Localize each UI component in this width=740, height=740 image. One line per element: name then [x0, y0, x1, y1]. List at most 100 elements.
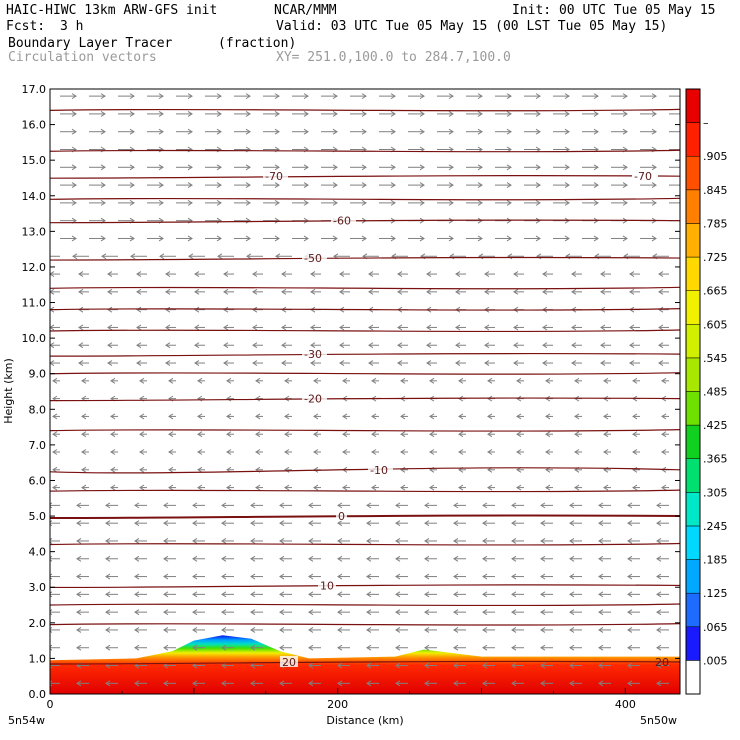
vector-arrowhead — [627, 573, 633, 580]
vector-arrowhead — [627, 644, 633, 651]
vector-arrowhead — [217, 253, 223, 260]
vector-arrowhead — [76, 538, 82, 544]
vector-arrowhead — [279, 627, 285, 633]
vector-arrowhead — [424, 555, 430, 562]
vector-arrowhead — [187, 235, 193, 242]
vector-arrowhead — [455, 288, 461, 295]
vector-arrowhead — [368, 360, 374, 366]
vector-arrowhead — [308, 502, 314, 509]
vector-arrowhead — [216, 164, 222, 171]
vector-arrowhead — [223, 306, 229, 313]
vector-arrowhead — [250, 555, 256, 562]
vector-arrowhead — [397, 288, 403, 295]
vector-arrowhead — [313, 413, 319, 420]
vector-arrowhead — [72, 253, 78, 260]
vector-arrowhead — [110, 431, 116, 438]
vector-arrowhead — [308, 609, 314, 616]
vector-arrowhead — [337, 680, 343, 687]
vector-arrowhead — [197, 377, 203, 384]
vector-arrowhead — [76, 573, 82, 580]
vector-arrowhead — [226, 413, 232, 420]
vector-arrowhead — [390, 93, 396, 100]
vector-arrowhead — [332, 110, 338, 117]
vector-arrowhead — [390, 235, 396, 242]
colorbar-swatch — [685, 189, 701, 224]
vector-arrowhead — [129, 110, 135, 117]
vector-arrowhead — [506, 182, 512, 189]
vector-arrowhead — [484, 360, 490, 366]
vector-arrowhead — [424, 520, 430, 527]
vector-arrowhead — [458, 484, 464, 491]
vector-arrowhead — [564, 128, 570, 135]
vector-arrowhead — [223, 288, 229, 295]
vector-arrowhead — [100, 199, 106, 206]
vector-arrowhead — [593, 110, 599, 117]
vector-arrowhead — [337, 502, 343, 509]
vector-arrowhead — [332, 93, 338, 100]
vector-arrowhead — [511, 502, 517, 509]
vector-arrowhead — [105, 591, 111, 598]
vector-arrowhead — [545, 413, 551, 420]
vector-arrowhead — [622, 235, 628, 242]
tracer-area — [50, 635, 680, 694]
vector-arrowhead — [368, 271, 374, 277]
vector-arrowhead — [651, 93, 657, 100]
vector-arrowhead — [223, 342, 229, 349]
vector-arrowhead — [569, 644, 575, 651]
vector-arrowhead — [400, 413, 406, 420]
vector-arrowhead — [187, 110, 193, 117]
vector-arrowhead — [332, 182, 338, 189]
vector-arrowhead — [535, 164, 541, 171]
vector-arrowhead — [540, 609, 546, 616]
vector-arrowhead — [50, 324, 55, 331]
vector-arrowhead — [105, 520, 111, 527]
vector-arrowhead — [477, 93, 483, 100]
colorbar-label: .245 — [703, 520, 728, 533]
vector-arrowhead — [484, 271, 490, 277]
vector-arrowhead — [397, 271, 403, 277]
vector-arrowhead — [129, 235, 135, 242]
vector-arrowhead — [197, 484, 203, 491]
vector-arrowhead — [622, 110, 628, 117]
vector-arrowhead — [426, 271, 432, 277]
vector-arrowhead — [540, 555, 546, 562]
temperature-contour — [50, 286, 680, 290]
vector-arrowhead — [107, 271, 113, 277]
vector-arrowhead — [448, 93, 454, 100]
vector-arrowhead — [371, 413, 377, 420]
vector-arrowhead — [337, 609, 343, 616]
vectors-label: Circulation vectors — [8, 50, 157, 65]
vector-arrowhead — [600, 324, 606, 331]
vector-arrowhead — [71, 182, 77, 189]
temperature-contour — [50, 542, 680, 546]
vector-arrowhead — [513, 324, 519, 331]
vector-arrowhead — [194, 360, 200, 366]
vector-arrowhead — [661, 377, 667, 384]
vector-arrowhead — [139, 466, 145, 473]
vector-arrowhead — [366, 555, 372, 562]
vector-arrowhead — [274, 217, 280, 224]
vector-arrowhead — [255, 377, 261, 384]
vector-arrowhead — [303, 128, 309, 135]
x-start-location: 5n54w — [8, 714, 45, 727]
vector-arrowhead — [622, 164, 628, 171]
vector-arrowhead — [110, 466, 116, 473]
vector-arrowhead — [603, 413, 609, 420]
vector-arrowhead — [279, 680, 285, 687]
vector-arrowhead — [593, 128, 599, 135]
vector-arrowhead — [221, 627, 227, 633]
vector-arrowhead — [313, 431, 319, 438]
x-axis-label: Distance (km) — [326, 714, 403, 727]
vector-arrowhead — [71, 128, 77, 135]
vector-arrowhead — [158, 235, 164, 242]
vector-arrowhead — [540, 680, 546, 687]
vector-arrowhead — [540, 662, 546, 669]
vector-arrowhead — [310, 324, 316, 331]
vector-arrowhead — [477, 164, 483, 171]
vector-arrowhead — [139, 413, 145, 420]
vector-arrowhead — [681, 183, 685, 188]
forecast-hours: 3 h — [60, 19, 84, 34]
vector-arrowhead — [569, 538, 575, 544]
vector-arrowhead — [134, 573, 140, 580]
vector-arrowhead — [569, 555, 575, 562]
